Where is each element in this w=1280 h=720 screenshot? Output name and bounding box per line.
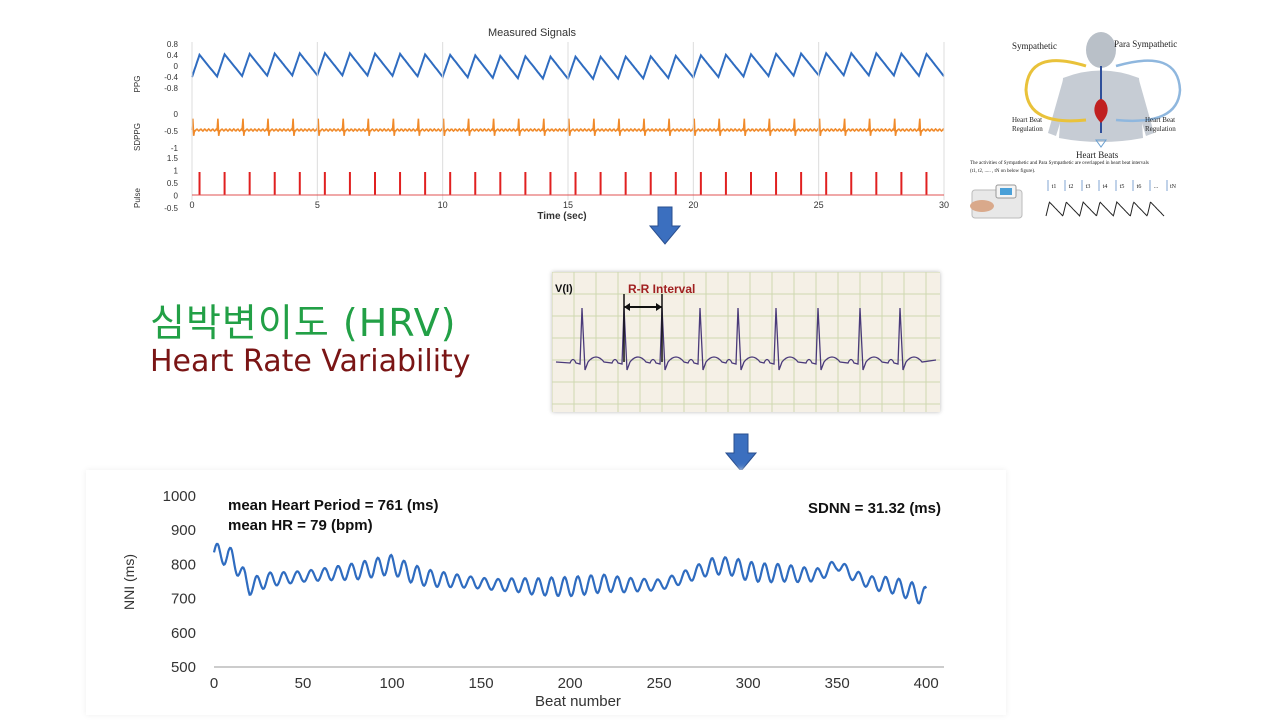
ecg-figure: V(I) R-R Interval — [551, 271, 940, 412]
sdppg-y-ticks: 0 -0.5 -1 — [164, 110, 178, 153]
ppg-ylabel: PPG — [133, 76, 142, 93]
interval-label: t5 — [1120, 184, 1125, 190]
y-tick-label: 0 — [174, 110, 179, 119]
x-tick-label: 150 — [469, 675, 494, 692]
interval-label: ... — [1154, 184, 1159, 190]
autonomic-nervous-diagram: t1 t2 t3 t4 t5 t6... tN Sympathetic Para Sympa… — [968, 28, 1220, 223]
left-regulation-label-2: Regulation — [1012, 125, 1043, 133]
pulse-y-ticks: 1.5 1 0.5 0 -0.5 — [164, 154, 178, 213]
y-tick-label: 0.8 — [167, 40, 179, 49]
ppg-y-ticks: 0.8 0.4 0 -0.4 -0.8 — [164, 40, 178, 93]
y-tick-label: 0 — [174, 192, 179, 201]
y-tick-label: 900 — [171, 522, 196, 539]
mean-hr-label: mean HR = 79 (bpm) — [228, 517, 373, 534]
caption-line-2: (t1, t2, ..... , tN on below figure). — [970, 169, 1036, 174]
ecg-trace — [555, 307, 937, 371]
interval-label: t6 — [1137, 184, 1142, 190]
y-tick-label: -0.8 — [164, 84, 178, 93]
x-tick-label: 15 — [563, 200, 573, 210]
x-tick-label: 100 — [380, 675, 405, 692]
ecg-strip: V(I) R-R Interval — [551, 271, 940, 412]
down-arrow-icon-2 — [724, 433, 758, 472]
x-tick-label: 10 — [438, 200, 448, 210]
nni-xlabel: Beat number — [535, 693, 621, 710]
x-tick-label: 200 — [558, 675, 583, 692]
down-arrow-icon — [1095, 139, 1107, 148]
measured-signals-figure: Measured Signals PPG 0.8 0.4 0 -0.4 -0.8 SDP… — [133, 27, 949, 222]
measured-signals-panel: Measured Signals PPG 0.8 0.4 0 -0.4 -0.8 SDP… — [122, 22, 954, 222]
sdppg-ylabel: SDPPG — [133, 123, 142, 151]
nni-y-ticks: 1000 900 800 700 600 500 — [163, 488, 196, 676]
nni-x-ticks: 0 50 100 150 200 250 300 350 400 — [210, 675, 939, 692]
mean-heart-period-label: mean Heart Period = 761 (ms) — [228, 497, 439, 514]
x-tick-label: 25 — [814, 200, 824, 210]
x-tick-label: 5 — [315, 200, 320, 210]
x-tick-label: 50 — [295, 675, 312, 692]
y-tick-label: 0.5 — [167, 179, 179, 188]
hrv-title-english: Heart Rate Variability — [150, 344, 471, 379]
x-tick-label: 20 — [688, 200, 698, 210]
y-tick-label: 0.4 — [167, 51, 179, 60]
hrv-title-korean: 심박변이도 (HRV) — [150, 301, 457, 345]
rr-interval-label: R-R Interval — [628, 282, 695, 296]
nni-ylabel: NNI (ms) — [121, 554, 137, 610]
y-tick-label: -1 — [171, 144, 179, 153]
y-tick-label: -0.5 — [164, 204, 178, 213]
x-tick-label: 250 — [647, 675, 672, 692]
down-arrow-icon-1 — [648, 206, 682, 245]
interval-label: t1 — [1052, 184, 1057, 190]
y-tick-label: 700 — [171, 591, 196, 608]
pulse-ylabel: Pulse — [133, 187, 142, 208]
signals-title: Measured Signals — [488, 27, 577, 39]
sympathetic-label: Sympathetic — [1012, 41, 1057, 51]
interval-label: t2 — [1069, 184, 1074, 190]
anatomy-figure: t1 t2 t3 t4 t5 t6... tN — [970, 32, 1182, 219]
x-tick-label: 400 — [914, 675, 939, 692]
left-regulation-label-1: Heart Beat — [1012, 116, 1043, 124]
interval-label: t3 — [1086, 184, 1091, 190]
y-tick-label: 1 — [174, 167, 179, 176]
interval-label: tN — [1170, 184, 1177, 190]
caption-line-1: The activities of Sympathetic and Para S… — [970, 161, 1149, 166]
x-tick-label: 350 — [825, 675, 850, 692]
x-tick-label: 300 — [736, 675, 761, 692]
x-tick-label: 0 — [189, 200, 194, 210]
heart-icon — [1094, 99, 1108, 123]
nni-chart-panel: 1000 900 800 700 600 500 0 50 100 150 200 250 300 35… — [86, 470, 1006, 715]
y-tick-label: 600 — [171, 625, 196, 642]
y-tick-label: 500 — [171, 659, 196, 676]
heartbeat-waveform — [1045, 201, 1165, 217]
heart-beats-label: Heart Beats — [1076, 150, 1119, 160]
y-tick-label: 800 — [171, 556, 196, 573]
finger-shape — [970, 200, 994, 212]
y-tick-label: 1.5 — [167, 154, 179, 163]
y-tick-label: -0.5 — [164, 127, 178, 136]
interval-labels: t1 t2 t3 t4 t5 t6... tN — [1047, 180, 1177, 191]
parasympathetic-label: Para Sympathetic — [1114, 39, 1178, 49]
interval-label: t4 — [1103, 184, 1108, 190]
right-regulation-label-2: Regulation — [1145, 125, 1176, 133]
ecg-grid — [551, 271, 940, 412]
sympathetic-loop — [1024, 59, 1087, 123]
sdnn-label: SDNN = 31.32 (ms) — [808, 500, 941, 517]
x-tick-label: 30 — [939, 200, 949, 210]
y-tick-label: 1000 — [163, 488, 196, 505]
x-tick-label: 0 — [210, 675, 218, 692]
signals-xlabel: Time (sec) — [537, 211, 586, 222]
signals-x-ticks: 0 5 10 15 20 25 30 — [189, 42, 949, 210]
y-tick-label: -0.4 — [164, 73, 178, 82]
parasympathetic-loop — [1115, 59, 1182, 123]
ecg-lead-label: V(I) — [555, 283, 573, 295]
nni-chart: 1000 900 800 700 600 500 0 50 100 150 200 250 300 35… — [121, 488, 944, 710]
pulse-signal-bars — [198, 172, 928, 195]
y-tick-label: 0 — [174, 62, 179, 71]
head-shape — [1086, 32, 1116, 68]
nni-series-line — [212, 542, 928, 605]
right-regulation-label-1: Heart Beat — [1145, 116, 1176, 124]
